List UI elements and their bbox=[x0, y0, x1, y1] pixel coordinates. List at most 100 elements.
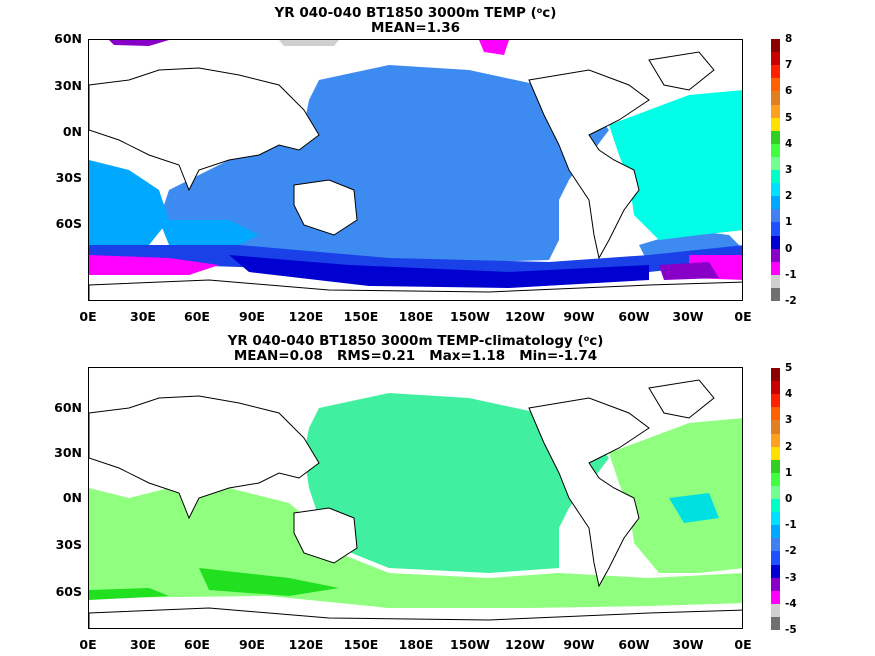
p2-lon-label: 90W bbox=[563, 637, 595, 652]
colorbar-swatch bbox=[771, 196, 780, 210]
colorbar-tick-label: 8 bbox=[785, 33, 793, 45]
colorbar-swatch bbox=[771, 248, 780, 263]
land-greenland bbox=[648, 379, 715, 419]
panel1-title: YR 040-040 BT1850 3000m TEMP (oc) MEAN=1… bbox=[274, 5, 557, 36]
p2-lon-label: 90E bbox=[239, 637, 265, 652]
p1-lon-label: 60W bbox=[618, 309, 650, 324]
p1-lon-label: 30E bbox=[130, 309, 156, 324]
colorbar-tick-label: -4 bbox=[785, 597, 797, 610]
land-americas bbox=[528, 69, 650, 260]
southern-warm-patch bbox=[199, 568, 339, 596]
southern-magenta-west bbox=[89, 255, 219, 275]
panel1-ocean-field bbox=[89, 40, 742, 300]
pacific-anomaly-field bbox=[304, 393, 609, 573]
p1-lat-0n: 0N bbox=[62, 124, 82, 139]
p2-lon-label: 150E bbox=[343, 637, 379, 652]
colorbar-swatch bbox=[771, 616, 780, 631]
colorbar-swatch bbox=[771, 577, 780, 592]
arctic-gray bbox=[279, 40, 339, 46]
colorbar-tick-label: 4 bbox=[785, 388, 793, 401]
colorbar-tick-label: 3 bbox=[785, 164, 793, 176]
p2-lon-label: 180E bbox=[398, 637, 434, 652]
arctic-purple bbox=[109, 40, 169, 46]
p1-lat-30n: 30N bbox=[54, 78, 82, 93]
land-africa-eurasia bbox=[89, 67, 320, 192]
p1-lon-label: 180E bbox=[398, 309, 434, 324]
panel2-map bbox=[88, 367, 743, 629]
p1-lon-label: 0E bbox=[79, 309, 97, 324]
land-antarctica bbox=[89, 607, 742, 628]
colorbar-swatch bbox=[771, 65, 780, 79]
colorbar-tick-label: 5 bbox=[785, 362, 793, 374]
p2-lon-label: 0E bbox=[79, 637, 97, 652]
colorbar-tick-label: 4 bbox=[785, 137, 793, 150]
colorbar-tick-label: 0 bbox=[785, 493, 793, 505]
panel2-colorbar bbox=[771, 368, 780, 631]
colorbar-tick-label: -2 bbox=[785, 545, 797, 558]
land-australia bbox=[293, 179, 358, 236]
panel1-map bbox=[88, 39, 743, 301]
colorbar-swatch bbox=[771, 459, 780, 474]
colorbar-swatch bbox=[771, 446, 780, 461]
colorbar-swatch bbox=[771, 525, 780, 539]
colorbar-swatch bbox=[771, 512, 780, 526]
p1-lon-label: 60E bbox=[184, 309, 210, 324]
panel2-ocean-field bbox=[89, 379, 742, 628]
p1-lon-label: 90E bbox=[239, 309, 265, 324]
p2-lon-label: 60W bbox=[618, 637, 650, 652]
colorbar-swatch bbox=[771, 394, 780, 408]
colorbar-swatch bbox=[771, 104, 780, 119]
indian-mid-field bbox=[89, 160, 169, 245]
colorbar-swatch bbox=[771, 78, 780, 92]
atlantic-warm-field bbox=[609, 90, 742, 240]
colorbar-swatch bbox=[771, 156, 780, 171]
atlantic-anomaly-field bbox=[609, 418, 742, 573]
p1-lon-label: 150W bbox=[450, 309, 490, 324]
p1-lat-30s: 30S bbox=[55, 170, 82, 185]
p2-lat-0n: 0N bbox=[62, 490, 82, 505]
colorbar-tick-label: 3 bbox=[785, 414, 793, 427]
p1-lon-label: 150E bbox=[343, 309, 379, 324]
p2-lon-label: 120W bbox=[505, 637, 545, 652]
colorbar-swatch bbox=[771, 143, 780, 158]
colorbar-tick-label: -2 bbox=[785, 295, 797, 307]
colorbar-swatch bbox=[771, 590, 780, 605]
colorbar-swatch bbox=[771, 117, 780, 132]
pacific-ocean-field bbox=[159, 65, 609, 265]
colorbar-swatch bbox=[771, 170, 780, 184]
colorbar-tick-label: -3 bbox=[785, 571, 797, 584]
panel1-colorbar bbox=[771, 39, 780, 302]
land-africa-eurasia bbox=[89, 395, 320, 520]
colorbar-tick-label: -1 bbox=[785, 268, 797, 281]
land-americas bbox=[528, 397, 650, 588]
colorbar-swatch bbox=[771, 472, 780, 487]
p1-lon-label: 120W bbox=[505, 309, 545, 324]
colorbar-tick-label: 1 bbox=[785, 216, 793, 229]
southern-colder-band bbox=[229, 255, 649, 288]
land-antarctica bbox=[89, 279, 742, 300]
colorbar-swatch bbox=[771, 485, 780, 500]
colorbar-swatch bbox=[771, 551, 780, 565]
colorbar-swatch bbox=[771, 433, 780, 448]
colorbar-tick-label: 7 bbox=[785, 59, 793, 72]
colorbar-swatch bbox=[771, 235, 780, 250]
p2-lat-60n: 60N bbox=[54, 400, 82, 415]
p2-lon-label: 30W bbox=[672, 637, 704, 652]
colorbar-swatch bbox=[771, 499, 780, 513]
atlantic-cool-patch bbox=[669, 493, 719, 523]
colorbar-swatch bbox=[771, 52, 780, 66]
southern-warm-patch-2 bbox=[89, 588, 169, 600]
p2-lat-30n: 30N bbox=[54, 445, 82, 460]
p2-lat-30s: 30S bbox=[55, 537, 82, 552]
p1-lon-label: 0E bbox=[734, 309, 752, 324]
p2-lon-label: 150W bbox=[450, 637, 490, 652]
colorbar-swatch bbox=[771, 209, 780, 223]
p1-lat-60s: 60S bbox=[55, 216, 82, 231]
p2-lon-label: 60E bbox=[184, 637, 210, 652]
p1-lon-label: 90W bbox=[563, 309, 595, 324]
colorbar-swatch bbox=[771, 564, 780, 579]
colorbar-tick-label: 0 bbox=[785, 242, 793, 255]
colorbar-swatch bbox=[771, 274, 780, 289]
indian-mid-field-2 bbox=[159, 220, 259, 245]
colorbar-swatch bbox=[771, 183, 780, 197]
